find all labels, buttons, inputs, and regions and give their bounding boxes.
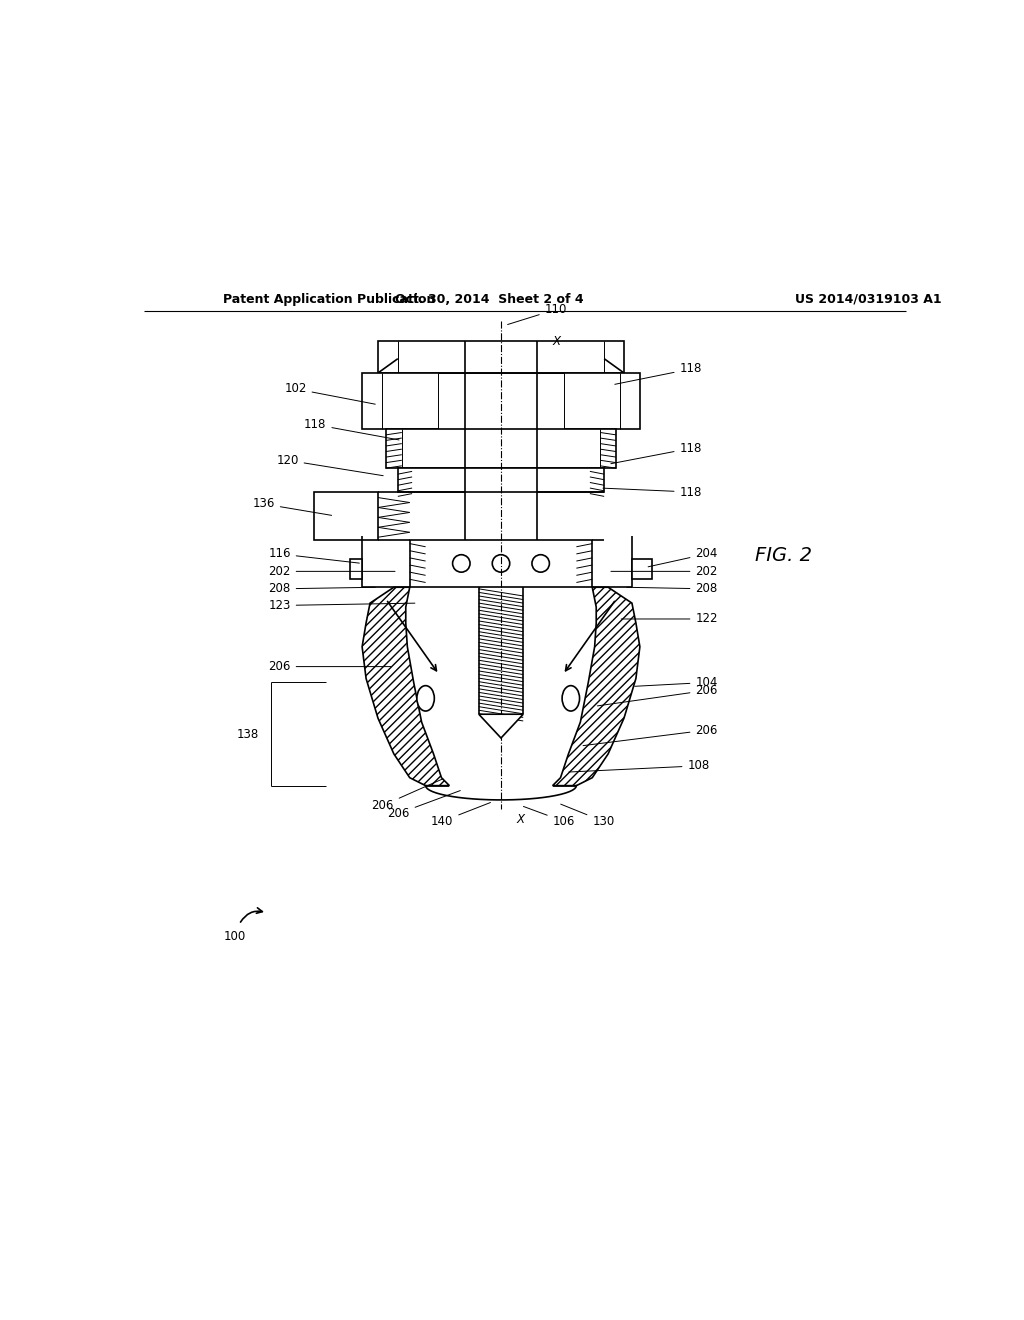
Text: 118: 118 (614, 363, 701, 384)
Text: 118: 118 (603, 486, 701, 499)
Text: 104: 104 (635, 676, 718, 689)
Text: 102: 102 (285, 383, 375, 404)
Polygon shape (362, 587, 450, 785)
Text: FIG. 2: FIG. 2 (755, 546, 812, 565)
Text: 206: 206 (583, 723, 718, 746)
Text: 106: 106 (523, 807, 574, 828)
Text: Patent Application Publication: Patent Application Publication (223, 293, 435, 306)
Bar (314, 492, 378, 540)
Text: 108: 108 (569, 759, 710, 772)
Bar (386, 429, 616, 469)
Text: 206: 206 (387, 791, 461, 820)
Text: 208: 208 (268, 582, 375, 595)
Text: 206: 206 (372, 779, 443, 812)
Bar (479, 587, 523, 714)
Text: 140: 140 (431, 803, 490, 828)
Text: 123: 123 (268, 599, 415, 612)
Text: 110: 110 (508, 304, 567, 325)
Text: Oct. 30, 2014  Sheet 2 of 4: Oct. 30, 2014 Sheet 2 of 4 (395, 293, 584, 306)
Text: 118: 118 (304, 418, 399, 440)
Text: 130: 130 (561, 804, 614, 828)
Bar (410, 540, 592, 587)
Text: 204: 204 (648, 548, 718, 566)
Text: 118: 118 (611, 442, 701, 463)
Bar (397, 469, 604, 492)
Ellipse shape (417, 685, 434, 711)
Text: 202: 202 (268, 565, 395, 578)
Text: 122: 122 (622, 612, 718, 626)
Text: 116: 116 (268, 548, 359, 564)
Bar (350, 560, 362, 579)
Text: 120: 120 (276, 454, 383, 475)
Text: 136: 136 (253, 498, 332, 515)
Text: 206: 206 (597, 684, 718, 706)
Text: X: X (553, 335, 560, 347)
Text: X: X (517, 813, 525, 826)
Text: 202: 202 (611, 565, 718, 578)
Text: US 2014/0319103 A1: US 2014/0319103 A1 (795, 293, 941, 306)
Bar (378, 342, 624, 374)
Bar (362, 374, 640, 429)
Bar (437, 374, 564, 429)
Text: 100: 100 (223, 929, 246, 942)
Polygon shape (553, 587, 640, 785)
Text: 138: 138 (237, 727, 259, 741)
Text: 208: 208 (627, 582, 718, 595)
Text: 206: 206 (268, 660, 391, 673)
Ellipse shape (562, 685, 580, 711)
Polygon shape (479, 714, 523, 738)
Bar (632, 560, 652, 579)
